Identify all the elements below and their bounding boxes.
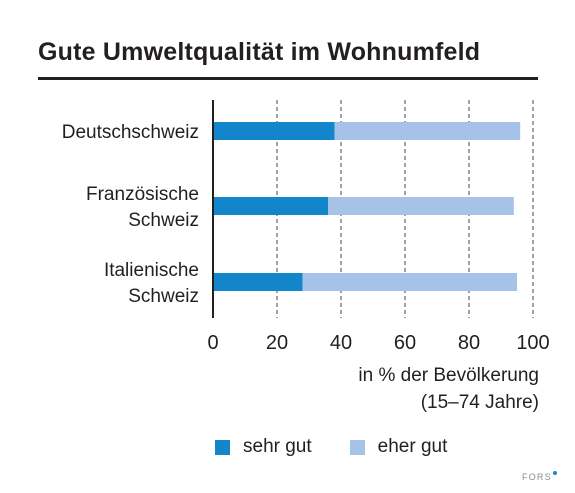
fors-logo: FORS [522,472,552,482]
x-axis-label-line-2: (15–74 Jahre) [420,392,539,413]
legend-swatch-sehr-gut [215,439,230,455]
bar-sehr-gut-1 [213,197,329,215]
x-tick-label-0: 0 [207,332,218,354]
x-tick-label-60: 60 [394,332,416,354]
x-tick-label-80: 80 [458,332,480,354]
x-tick-label-100: 100 [516,332,549,354]
category-label-2-0: Italienische [104,260,199,281]
category-label-2-1: Schweiz [128,286,199,307]
legend: sehr gut eher gut [215,436,485,458]
bar-sehr-gut-2 [213,273,303,291]
bar-eher-gut-2 [302,273,517,291]
x-tick-label-40: 40 [330,332,352,354]
x-axis-label: in % der Bevölkerung (15–74 Jahre) [358,362,539,416]
legend-label-sehr-gut: sehr gut [243,436,312,457]
bar-sehr-gut-0 [213,122,335,140]
title-underline [38,77,538,80]
category-label-0-0: Deutschschweiz [62,122,199,143]
legend-item-sehr-gut: sehr gut [215,436,312,458]
legend-swatch-eher-gut [349,439,365,455]
bar-eher-gut-0 [334,122,521,140]
x-tick-label-20: 20 [266,332,288,354]
legend-item-eher-gut: eher gut [349,436,448,458]
bar-eher-gut-1 [328,197,514,215]
chart-title: Gute Umweltqualität im Wohnumfeld [38,38,481,66]
x-axis-label-line-1: in % der Bevölkerung [358,365,539,386]
category-label-1-0: Französische [86,184,199,205]
legend-label-eher-gut: eher gut [377,436,448,457]
fors-logo-dot [553,471,557,475]
category-label-1-1: Schweiz [128,210,199,231]
